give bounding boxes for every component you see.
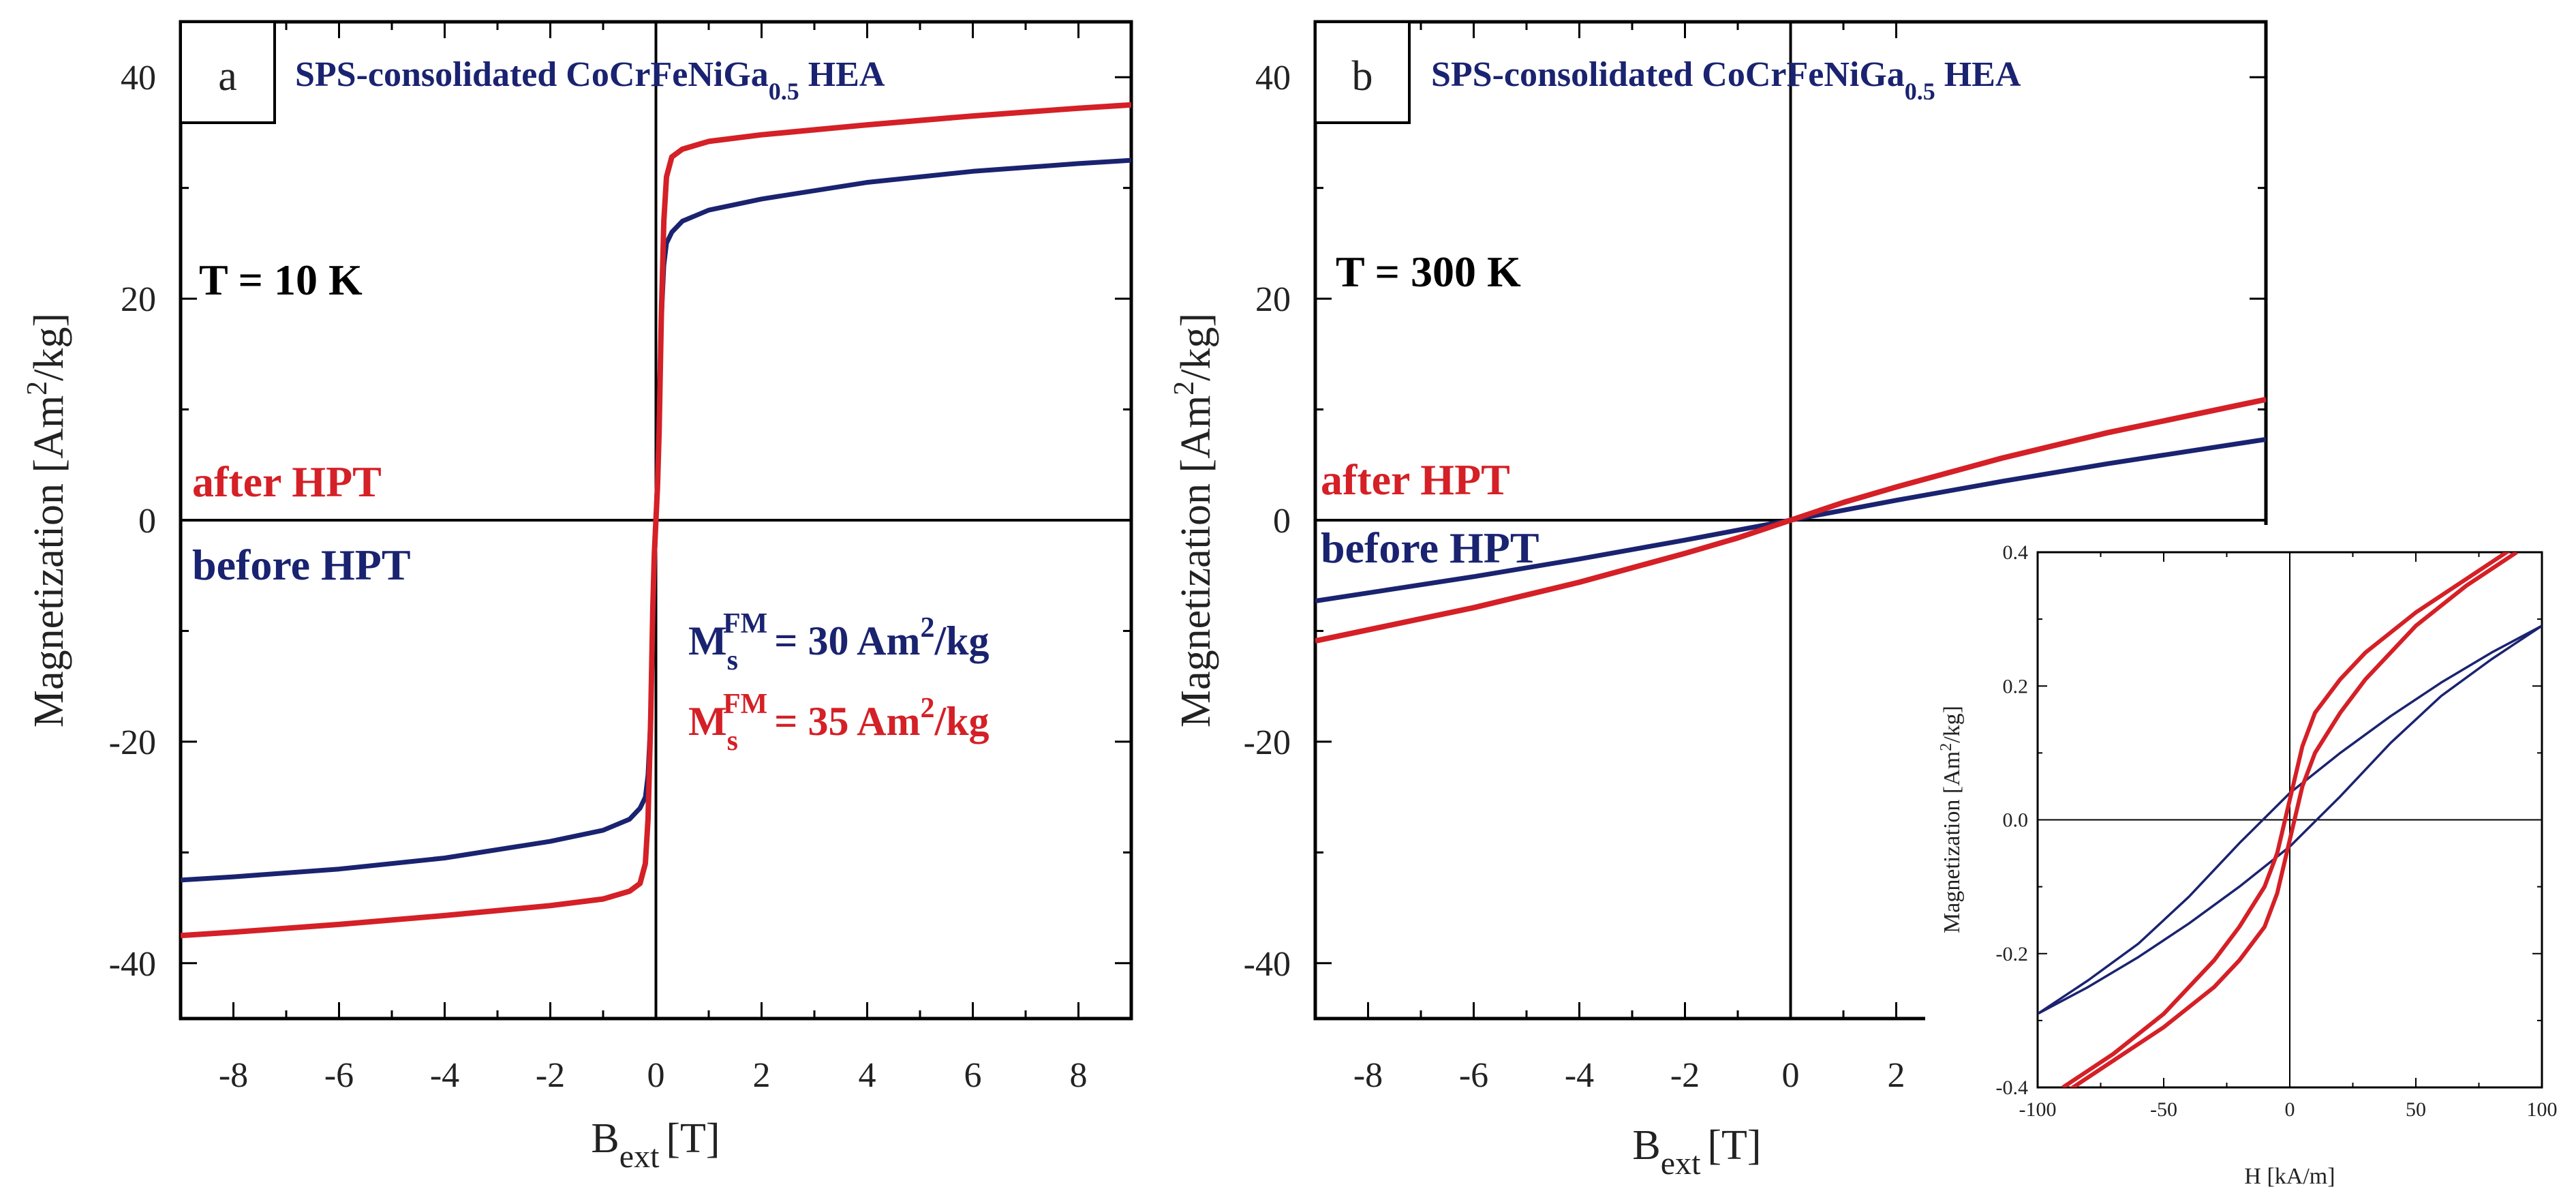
- x-tick-label: 8: [1070, 1056, 1088, 1095]
- panel-label: a: [218, 53, 237, 100]
- panel-label: b: [1352, 53, 1373, 100]
- legend-after-hpt: after HPT: [1321, 455, 1510, 504]
- series-after-hpt-branch-1: [2061, 552, 2511, 1087]
- y-tick-label: 20: [121, 280, 156, 319]
- x-tick-label: -100: [2019, 1098, 2057, 1121]
- series-after-hpt-branch-2: [2069, 552, 2518, 1087]
- series-after-hpt: [1315, 396, 2266, 644]
- data-series: [2038, 552, 2542, 1087]
- legend-before-hpt: before HPT: [192, 541, 411, 589]
- x-tick-label: -50: [2150, 1098, 2177, 1121]
- y-tick-label: 0.0: [2003, 809, 2029, 832]
- data-series: [181, 102, 1131, 939]
- x-tick-label: 2: [753, 1056, 771, 1095]
- y-tick-label: 0.2: [2003, 675, 2029, 697]
- x-tick-label: -4: [1565, 1056, 1594, 1095]
- legend-after-hpt: after HPT: [192, 457, 382, 506]
- x-tick-label: -6: [1459, 1056, 1488, 1095]
- data-series: [1315, 396, 2266, 644]
- x-tick-label: 6: [964, 1056, 982, 1095]
- x-tick-label: 0: [647, 1056, 665, 1095]
- y-tick-label: 40: [121, 59, 156, 97]
- x-tick-label: 2: [1888, 1056, 1905, 1095]
- temperature-label: T = 300 K: [1336, 247, 1521, 296]
- y-tick-label: 0.4: [2003, 541, 2029, 564]
- x-tick-label: 4: [859, 1056, 876, 1095]
- x-tick-label: 0: [1782, 1056, 1800, 1095]
- x-tick-label: 0: [2285, 1098, 2295, 1121]
- x-tick-label: -2: [536, 1056, 565, 1095]
- inset-background: [1925, 525, 2576, 1189]
- panel-title: SPS-consolidated CoCrFeNiGa0.5 HEA: [1431, 55, 2021, 105]
- inset-panel: -100 -50 0 50 100 -0.4 -0.2 0.0 0.2 0.4 Magnetiza…: [1925, 525, 2576, 1189]
- y-tick-label: -20: [1244, 723, 1291, 762]
- y-axis-label: Magnetization [Am2/kg]: [22, 313, 72, 727]
- axis-ticks: -100 -50 0 50 100 -0.4 -0.2 0.0 0.2 0.4: [1996, 541, 2558, 1121]
- zero-lines: [2038, 552, 2542, 1087]
- y-tick-label: -20: [109, 723, 156, 762]
- y-tick-label: 20: [1255, 280, 1291, 319]
- ms-after-label: MsFM = 35 Am2/kg: [688, 689, 990, 757]
- panel-label-box: b: [1314, 20, 1411, 124]
- x-tick-label: 50: [2406, 1098, 2426, 1121]
- y-tick-label: -40: [109, 945, 156, 984]
- legend-before-hpt: before HPT: [1321, 524, 1539, 572]
- x-tick-label: -4: [430, 1056, 459, 1095]
- x-tick-label: -6: [324, 1056, 354, 1095]
- panel-title: SPS-consolidated CoCrFeNiGa0.5 HEA: [295, 55, 885, 105]
- x-tick-label: -2: [1670, 1056, 1700, 1095]
- temperature-label: T = 10 K: [199, 256, 363, 304]
- y-tick-label: 40: [1255, 59, 1291, 97]
- y-axis-label: Magnetization [Am2/kg]: [1937, 706, 1965, 933]
- ms-before-label: MsFM = 30 Am2/kg: [688, 608, 990, 676]
- series-after-hpt: [181, 102, 1131, 939]
- x-tick-label: -8: [219, 1056, 248, 1095]
- x-tick-label: 100: [2527, 1098, 2558, 1121]
- x-axis-label: Bext [T]: [591, 1115, 720, 1175]
- y-tick-label: 0: [1273, 502, 1291, 541]
- x-axis-label: Bext [T]: [1632, 1122, 1761, 1182]
- x-tick-label: -8: [1353, 1056, 1383, 1095]
- y-tick-label: 0: [138, 502, 156, 541]
- x-axis-label: H [kA/m]: [2244, 1164, 2335, 1189]
- y-axis-label: Magnetization [Am2/kg]: [1169, 313, 1219, 727]
- panel-label-box: a: [179, 20, 276, 124]
- y-tick-label: -0.2: [1996, 943, 2029, 965]
- y-tick-label: -0.4: [1996, 1077, 2029, 1099]
- y-tick-label: -40: [1244, 945, 1291, 984]
